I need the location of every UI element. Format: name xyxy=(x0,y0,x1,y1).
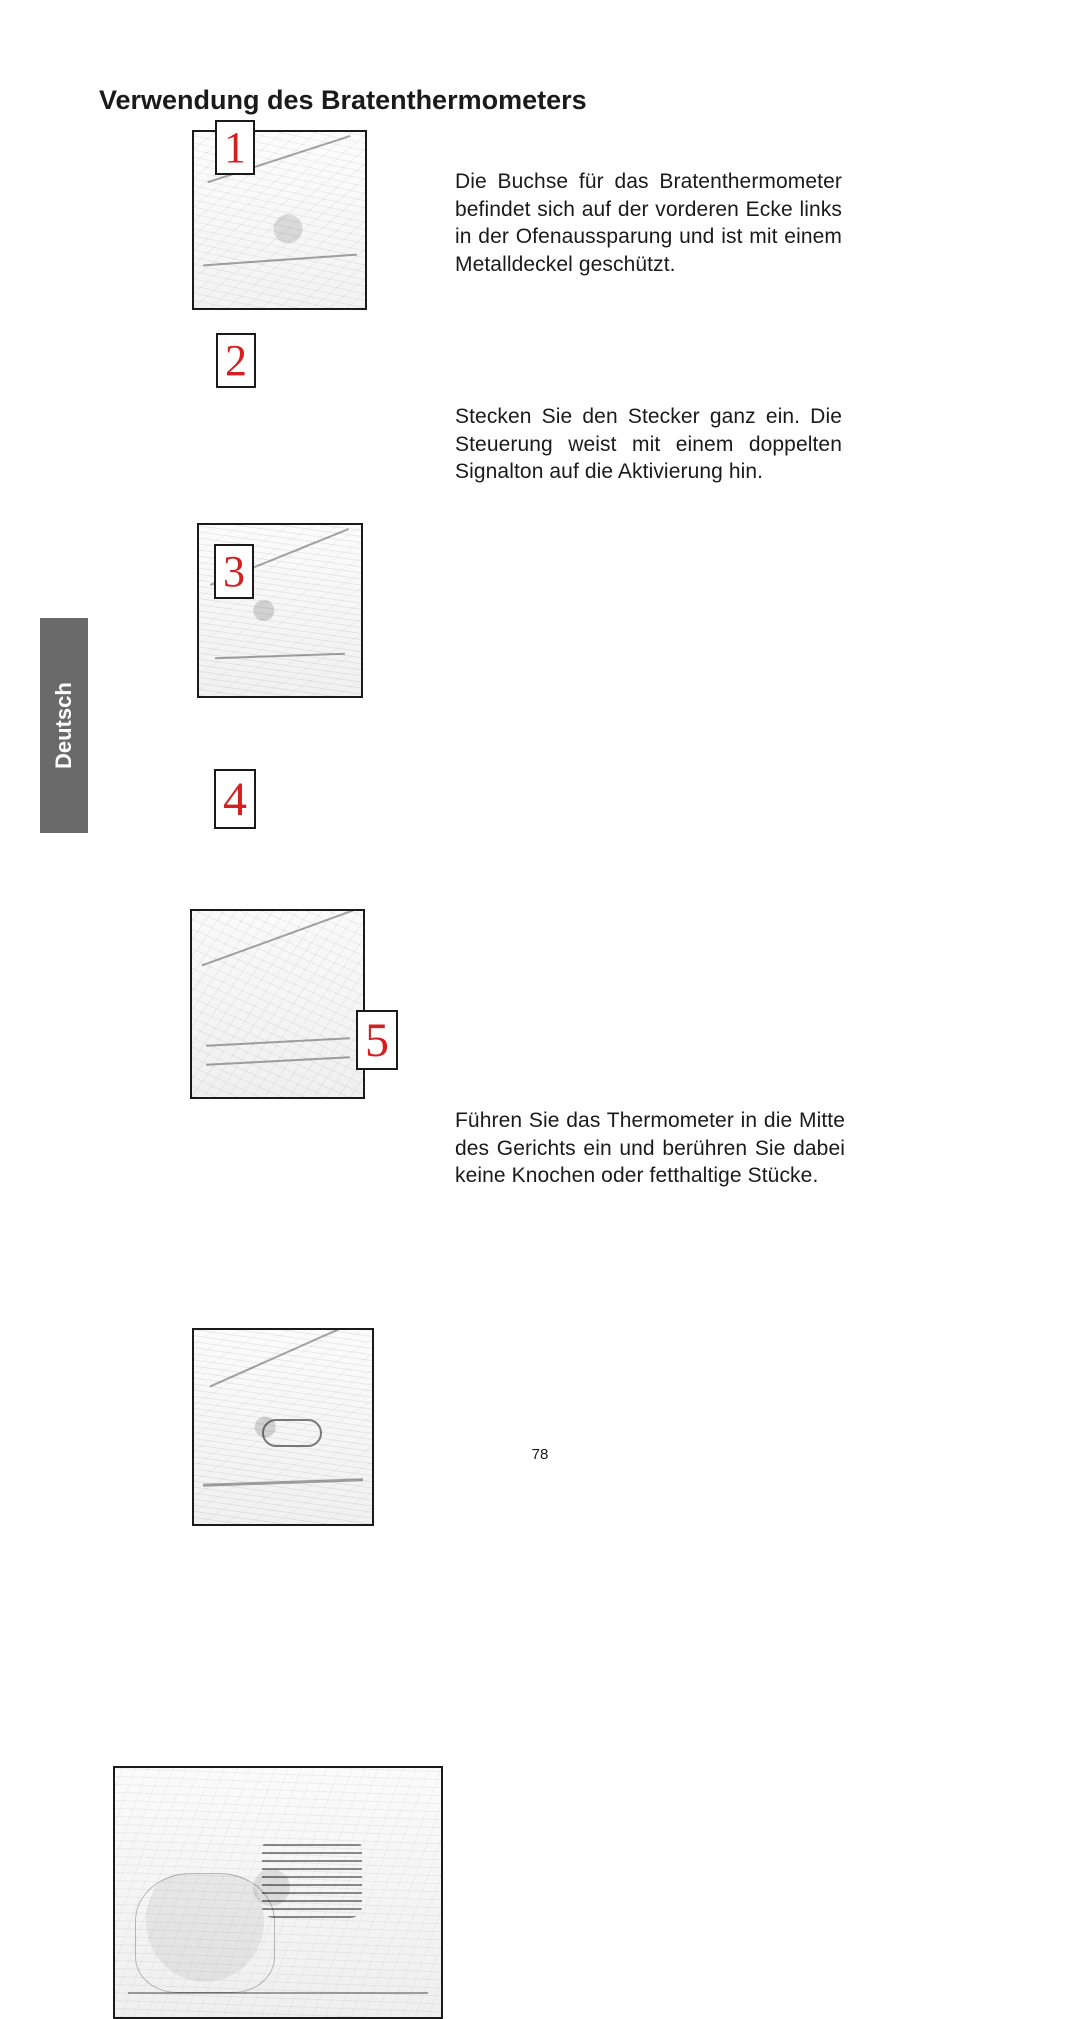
sketch-grill-icon xyxy=(262,1838,362,1918)
step-4-number-badge: 4 xyxy=(214,769,256,829)
step-number: 3 xyxy=(223,546,245,597)
step-3-illustration xyxy=(190,909,365,1099)
step-2-text: Stecken Sie den Stecker ganz ein. Die St… xyxy=(455,403,842,486)
step-4-illustration xyxy=(192,1328,374,1526)
step-1-number-badge: 1 xyxy=(215,120,255,175)
language-tab: Deutsch xyxy=(40,618,88,833)
step-1-text: Die Buchse für das Bratenthermometer bef… xyxy=(455,168,842,279)
step-3-number-badge: 3 xyxy=(214,544,254,599)
step-number: 5 xyxy=(365,1013,389,1068)
page-number: 78 xyxy=(0,1446,1080,1463)
step-5-illustration xyxy=(113,1766,443,2019)
sketch-hand-icon xyxy=(135,1873,275,1993)
step-number: 4 xyxy=(223,772,247,827)
sketch-probe-icon xyxy=(262,1419,322,1447)
sketch-stroke xyxy=(128,1992,428,1994)
step-number: 2 xyxy=(225,335,247,386)
step-number: 1 xyxy=(224,122,246,173)
step-5-number-badge: 5 xyxy=(356,1010,398,1070)
step-2-number-badge: 2 xyxy=(216,333,256,388)
page-title: Verwendung des Bratenthermometers xyxy=(99,85,587,116)
step-5-text: Führen Sie das Thermometer in die Mitte … xyxy=(455,1107,845,1190)
